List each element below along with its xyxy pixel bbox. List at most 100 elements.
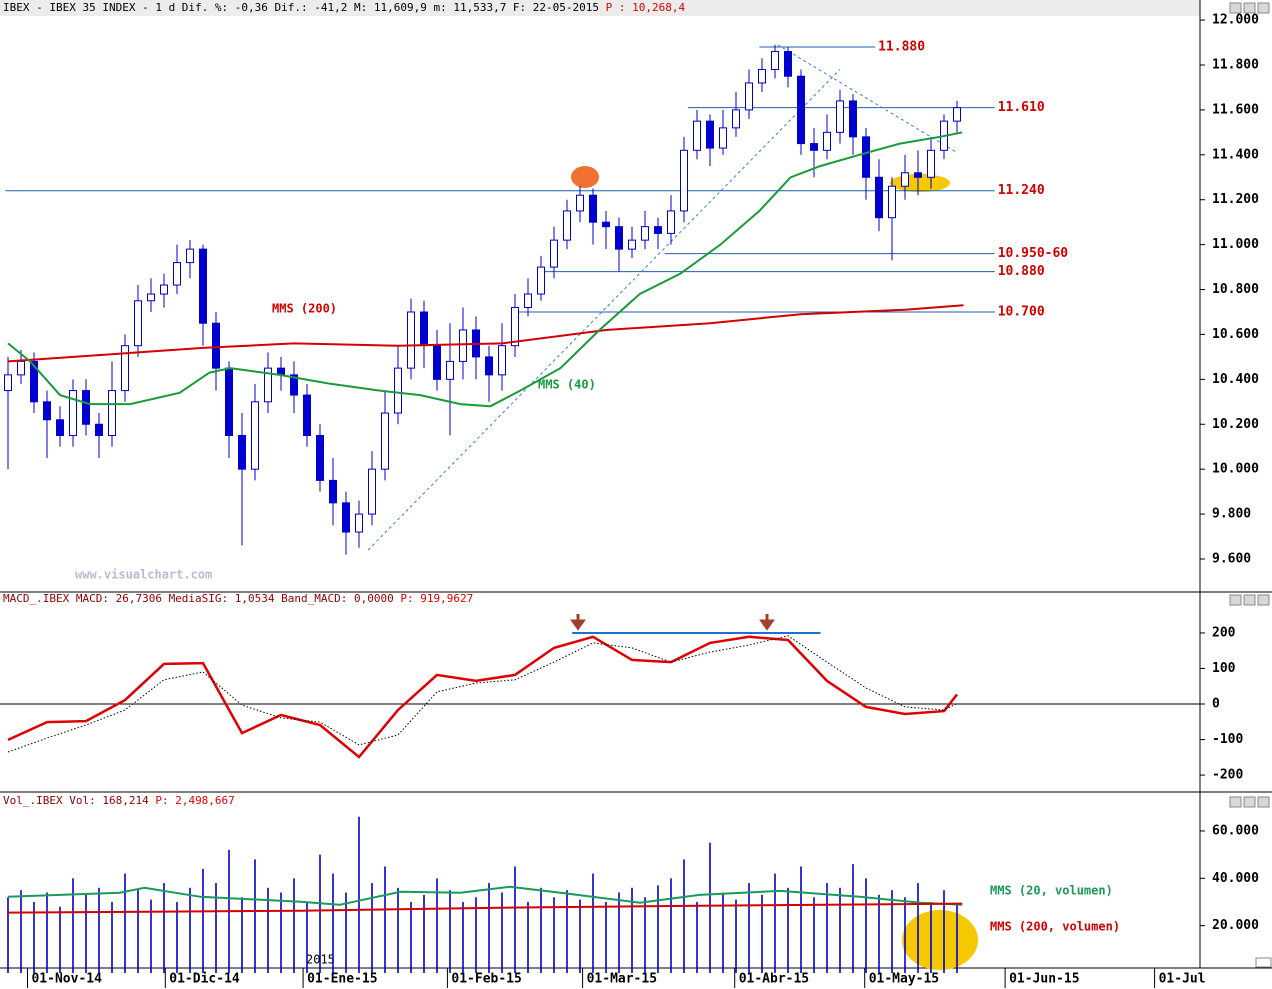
candle-body xyxy=(55,419,64,436)
candle-body xyxy=(836,100,845,133)
y-tick-label: 10.800 xyxy=(1212,282,1259,297)
button[interactable] xyxy=(1243,796,1256,808)
candle-body xyxy=(667,210,676,234)
header-text: IBEX - IBEX 35 INDEX - 1 d Dif. %: -0,36… xyxy=(3,1,599,14)
candle-body xyxy=(211,322,220,369)
candle-body xyxy=(680,149,689,212)
zoom-badge[interactable] xyxy=(1255,957,1272,968)
x-tick-label: 01-Dic-14 xyxy=(169,972,240,987)
candle-body xyxy=(862,136,871,178)
candle-body xyxy=(875,176,884,219)
button[interactable] xyxy=(1257,796,1270,808)
arrow xyxy=(570,614,586,631)
candle-body xyxy=(562,210,571,241)
candle-body xyxy=(146,293,155,302)
series-label: MMS (200) xyxy=(272,302,337,316)
candle-body xyxy=(406,311,415,369)
ma-line xyxy=(7,885,963,906)
button[interactable] xyxy=(1243,594,1256,606)
header: IBEX - IBEX 35 INDEX - 1 d Dif. %: -0,36… xyxy=(3,1,686,14)
candle-body xyxy=(42,401,51,421)
candle-body xyxy=(732,109,741,129)
level-label: 10.700 xyxy=(998,304,1045,319)
ma-line xyxy=(7,304,964,363)
y-tick-label: -100 xyxy=(1212,732,1243,747)
candle-body xyxy=(133,300,142,347)
candle-body xyxy=(432,345,441,380)
candle-body xyxy=(224,367,233,436)
candle-body xyxy=(588,194,597,223)
header-bar xyxy=(0,0,1200,16)
candle-body xyxy=(367,468,376,515)
level-label: 11.240 xyxy=(998,183,1045,198)
candle-body xyxy=(237,434,246,470)
candle-body xyxy=(888,185,897,219)
y-tick-label: 100 xyxy=(1212,661,1236,676)
watermark: www.visualchart.com xyxy=(75,568,212,582)
y-tick-label: 20.000 xyxy=(1212,918,1259,933)
candle-body xyxy=(185,248,194,264)
candle-body xyxy=(445,360,454,380)
y-tick-label: 11.200 xyxy=(1212,192,1259,207)
candle-body xyxy=(927,149,936,178)
y-tick-label: 12.000 xyxy=(1212,13,1259,28)
candle-body xyxy=(614,226,623,250)
legend-entry: MMS (200, volumen) xyxy=(990,920,1120,934)
button[interactable] xyxy=(1229,594,1242,606)
trendline xyxy=(777,44,958,153)
candle-body xyxy=(198,248,207,324)
y-tick-label: 11.400 xyxy=(1212,147,1259,162)
header-price: P : 10,268,4 xyxy=(606,1,686,14)
y-tick-label: 9.800 xyxy=(1212,507,1251,522)
candle-body xyxy=(172,262,181,286)
candle-body xyxy=(29,360,38,403)
level-label: 10.880 xyxy=(998,264,1045,279)
legend-entry: MMS (20, volumen) xyxy=(990,884,1113,898)
candle-body xyxy=(81,390,90,425)
candle-body xyxy=(810,143,819,151)
x-tick-label: 01-Feb-15 xyxy=(451,972,521,987)
candle-body xyxy=(771,51,780,70)
candle-body xyxy=(341,502,350,533)
candle-body xyxy=(914,172,923,178)
button[interactable] xyxy=(1229,2,1242,14)
button[interactable] xyxy=(1243,2,1256,14)
candle-body xyxy=(315,434,324,481)
trendline xyxy=(367,69,841,551)
candle-body xyxy=(640,226,649,241)
y-tick-label: 60.000 xyxy=(1212,823,1259,838)
y-tick-label: 11.600 xyxy=(1212,102,1259,117)
candle-body xyxy=(16,360,25,376)
x-tick-label: 01-May-15 xyxy=(869,972,939,987)
candle-body xyxy=(706,120,715,149)
x-tick-label: 01-Nov-14 xyxy=(31,972,102,987)
panel-buttons[interactable] xyxy=(1229,2,1270,808)
candle-body xyxy=(797,75,806,145)
level-label: 10.950-60 xyxy=(998,246,1069,261)
y-tick-label: 10.400 xyxy=(1212,372,1259,387)
ma-line xyxy=(7,635,958,753)
button[interactable] xyxy=(1257,2,1270,14)
candle-body xyxy=(784,51,793,77)
x-tick-label: 01-Mar-15 xyxy=(587,972,657,987)
candle-body xyxy=(849,100,858,138)
y-tick-label: 10.600 xyxy=(1212,327,1259,342)
header-price: P: 2,498,667 xyxy=(155,794,234,807)
button[interactable] xyxy=(1229,796,1242,808)
y-tick-label: 0 xyxy=(1212,697,1220,712)
header-text: MACD_.IBEX MACD: 26,7306 MediaSIG: 1,053… xyxy=(3,592,394,605)
y-tick-label: 11.000 xyxy=(1212,237,1259,252)
level-label: 11.610 xyxy=(998,100,1045,115)
candle-body xyxy=(159,284,168,295)
candle-body xyxy=(953,107,962,122)
candle-body xyxy=(497,345,506,376)
candle-body xyxy=(745,82,754,111)
button[interactable] xyxy=(1257,594,1270,606)
candle-body xyxy=(250,401,259,470)
candle-body xyxy=(263,367,272,403)
y-tick-label: 9.600 xyxy=(1212,551,1251,566)
candle-body xyxy=(693,120,702,151)
